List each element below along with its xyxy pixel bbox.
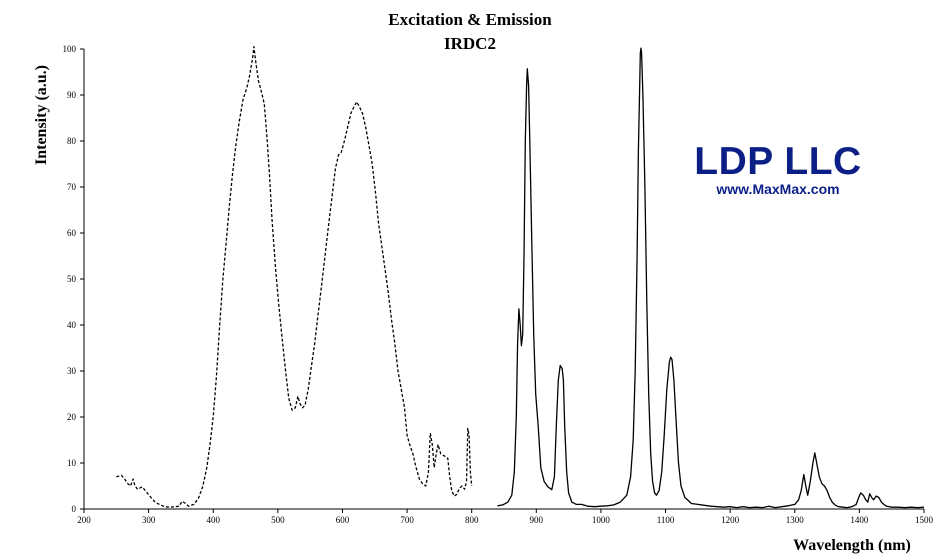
y-tick-label: 100 [63,44,77,54]
y-tick-label: 70 [67,182,77,192]
x-tick-label: 1200 [721,515,740,525]
x-tick-label: 1300 [786,515,805,525]
chart-title: Excitation & Emission [388,10,552,29]
x-tick-label: 600 [336,515,350,525]
y-tick-label: 50 [67,274,77,284]
brand-url: www.MaxMax.com [716,181,840,197]
y-tick-label: 80 [67,136,77,146]
series-line-emission [497,47,925,509]
x-tick-label: 900 [530,515,544,525]
x-axis-title: Wavelength (nm) [793,537,911,554]
y-tick-label: 90 [67,90,77,100]
y-tick-label: 0 [72,504,77,514]
x-tick-label: 200 [77,515,91,525]
x-tick-label: 700 [400,515,414,525]
x-tick-label: 1000 [592,515,611,525]
x-tick-label: 300 [142,515,156,525]
x-tick-label: 500 [271,515,285,525]
y-tick-label: 30 [67,366,77,376]
y-tick-label: 60 [67,228,77,238]
x-tick-label: 1400 [850,515,869,525]
chart-subtitle: IRDC2 [444,34,496,53]
x-tick-label: 800 [465,515,479,525]
y-tick-label: 10 [67,458,77,468]
brand-name: LDP LLC [694,140,862,183]
x-tick-label: 400 [206,515,220,525]
x-tick-label: 1100 [657,515,675,525]
series-line-excitation [116,46,473,508]
y-axis-title: Intensity (a.u.) [33,65,50,165]
y-tick-label: 20 [67,412,77,422]
y-tick-label: 40 [67,320,77,330]
x-tick-label: 1500 [915,515,934,525]
